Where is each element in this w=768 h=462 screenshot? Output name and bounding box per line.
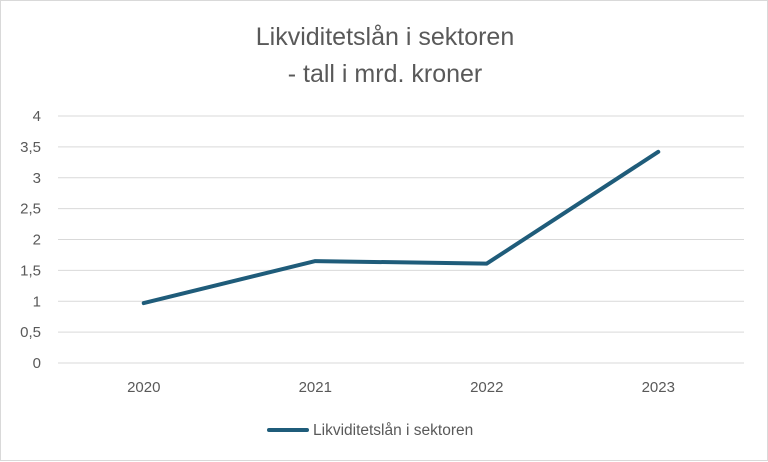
y-tick-label: 1 xyxy=(33,293,41,310)
legend: Likviditetslån i sektoren xyxy=(267,422,473,439)
y-tick-label: 2,5 xyxy=(20,201,41,218)
y-tick-label: 0,5 xyxy=(20,324,41,341)
x-tick-label: 2021 xyxy=(299,379,332,396)
x-tick-label: 2022 xyxy=(470,379,503,396)
y-axis-tick-labels: 0 0,5 1 1,5 2 2,5 3 3,5 4 xyxy=(20,108,41,372)
y-tick-label: 4 xyxy=(33,108,41,125)
gridlines xyxy=(58,115,744,364)
x-tick-label: 2020 xyxy=(127,379,160,396)
chart-title-line-2: - tall i mrd. kroner xyxy=(288,60,482,88)
series-line-likviditetslan xyxy=(141,149,661,306)
y-tick-label: 0 xyxy=(33,355,41,372)
series-lines xyxy=(141,149,661,306)
y-tick-label: 1,5 xyxy=(20,262,41,279)
chart-title-line-1: Likviditetslån i sektoren xyxy=(256,23,514,51)
x-axis-tick-labels: 2020 2021 2022 2023 xyxy=(127,379,675,396)
y-tick-label: 3 xyxy=(33,170,41,187)
legend-label-likviditetslan: Likviditetslån i sektoren xyxy=(313,422,473,439)
y-tick-label: 2 xyxy=(33,232,41,249)
y-tick-label: 3,5 xyxy=(20,139,41,156)
x-tick-label: 2023 xyxy=(642,379,675,396)
